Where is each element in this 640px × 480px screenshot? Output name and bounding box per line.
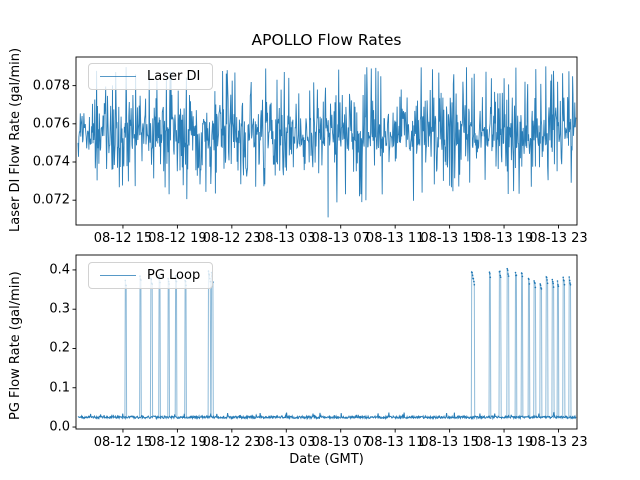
pg-loop-spike-dot bbox=[552, 286, 555, 288]
pg-loop-spike-dot bbox=[499, 274, 502, 277]
pg-loop-spike-dot bbox=[540, 288, 543, 290]
bottom-x-tick-label: 08-13 03 bbox=[257, 435, 316, 450]
pg-loop-spike-dot bbox=[521, 275, 524, 278]
pg-loop-spike-dot bbox=[562, 276, 564, 279]
top-x-tick-label: 08-13 03 bbox=[257, 231, 316, 246]
x-axis-label: Date (GMT) bbox=[289, 452, 364, 467]
top-y-axis-label: Laser DI Flow Rate (gal/min) bbox=[8, 47, 23, 233]
pg-loop-spike-dot bbox=[552, 280, 554, 283]
pg-loop-spike-dot bbox=[546, 282, 549, 285]
top-x-tick-label: 08-13 15 bbox=[420, 231, 479, 246]
pg-loop-spike-dot bbox=[521, 272, 523, 275]
pg-loop-spike-dot bbox=[472, 277, 475, 280]
bottom-x-tick-label: 08-13 15 bbox=[420, 435, 479, 450]
pg-loop-spike-dot bbox=[506, 267, 509, 270]
pg-loop-spike-dot bbox=[471, 274, 474, 277]
top-y-tick-label: 0.072 bbox=[32, 192, 70, 208]
pg-loop-spike-dot bbox=[545, 276, 548, 279]
top-x-tick-label: 08-13 07 bbox=[311, 231, 370, 246]
bottom-x-tick-label: 08-13 23 bbox=[529, 435, 588, 450]
top-x-tick-label: 08-12 15 bbox=[93, 231, 153, 246]
bottom-y-axis-label: PG Flow Rate (gal/min) bbox=[8, 271, 23, 421]
pg-loop-spike-dot bbox=[557, 285, 560, 288]
pg-loop-spike-dot bbox=[539, 284, 542, 287]
top-plot-frame bbox=[75, 56, 578, 226]
top-x-tick-label: 08-13 19 bbox=[474, 231, 534, 246]
pg-loop-spike-dot bbox=[489, 273, 491, 275]
pg-loop-spike-dot bbox=[568, 279, 571, 282]
laser-di-line bbox=[77, 66, 577, 218]
pg-loop-spike-dot bbox=[556, 280, 559, 282]
pg-loop-spike-dot bbox=[546, 279, 548, 281]
top-y-tick-label: 0.076 bbox=[32, 116, 70, 132]
pg-loop-spike-dot bbox=[507, 273, 509, 275]
bottom-plot-frame bbox=[75, 254, 578, 430]
pg-loop-spike-dot bbox=[551, 278, 554, 281]
legend-label-pg-loop: PG Loop bbox=[147, 268, 201, 283]
laser-di-series bbox=[77, 66, 577, 218]
pg-loop-series bbox=[77, 267, 577, 421]
pg-loop-spike-dot bbox=[473, 283, 476, 286]
pg-loop-spike-dot bbox=[506, 269, 509, 272]
pg-loop-spike-dot bbox=[514, 271, 517, 274]
top-x-tick-label: 08-12 19 bbox=[148, 231, 207, 246]
pg-loop-spike-dot bbox=[488, 271, 491, 274]
pg-loop-spike-dot bbox=[557, 284, 559, 286]
pg-loop-spike-dot bbox=[489, 276, 492, 279]
bottom-x-tick-label: 08-13 19 bbox=[474, 435, 534, 450]
bottom-y-tick-label: 0.1 bbox=[49, 380, 70, 396]
pg-loop-spike-dot bbox=[534, 282, 536, 285]
pg-loop-spike-dot bbox=[563, 279, 565, 282]
pg-loop-line bbox=[77, 268, 577, 421]
pg-loop-spike-dot bbox=[533, 280, 535, 282]
pg-loop-spike-dot bbox=[539, 283, 541, 285]
legend-line-sample-icon bbox=[100, 76, 136, 77]
legend-pg-loop: PG Loop bbox=[88, 262, 214, 289]
bottom-y-tick-label: 0.2 bbox=[49, 340, 70, 356]
top-x-tick-label: 08-13 23 bbox=[529, 231, 588, 246]
pg-loop-spike-dot bbox=[569, 282, 571, 284]
bottom-x-tick-label: 08-13 11 bbox=[365, 435, 425, 450]
legend-label-laser-di: Laser DI bbox=[147, 69, 201, 84]
pg-loop-spike-dot bbox=[473, 280, 475, 283]
bottom-x-tick-label: 08-12 23 bbox=[202, 435, 262, 450]
pg-loop-spike-dot bbox=[534, 286, 537, 289]
pg-loop-spike-dot bbox=[552, 282, 554, 285]
pg-loop-spike-dot bbox=[569, 284, 572, 286]
pg-loop-spike-dot bbox=[563, 283, 566, 286]
legend-line-sample-icon bbox=[100, 275, 136, 276]
pg-loop-spike-dot bbox=[499, 270, 501, 273]
pg-loop-spike-dot bbox=[499, 276, 502, 279]
top-y-tick-label: 0.078 bbox=[32, 78, 70, 94]
top-x-tick-label: 08-13 11 bbox=[365, 231, 425, 246]
pg-loop-spike-dot bbox=[515, 274, 518, 277]
bottom-x-tick-label: 08-12 15 bbox=[93, 435, 153, 450]
pg-loop-spike-dot bbox=[507, 275, 510, 277]
legend-laser-di: Laser DI bbox=[88, 63, 214, 90]
pg-loop-spike-dot bbox=[528, 283, 531, 285]
bottom-x-tick-label: 08-13 07 bbox=[311, 435, 370, 450]
pg-loop-spike-dot bbox=[471, 271, 473, 274]
bottom-y-tick-label: 0.4 bbox=[49, 262, 70, 278]
bottom-y-tick-label: 0.0 bbox=[49, 419, 70, 435]
top-x-tick-label: 08-12 23 bbox=[202, 231, 262, 246]
top-y-tick-label: 0.074 bbox=[32, 154, 70, 170]
bottom-x-tick-label: 08-12 19 bbox=[148, 435, 207, 450]
pg-loop-spike-dot bbox=[568, 276, 570, 278]
bottom-y-tick-label: 0.3 bbox=[49, 301, 70, 317]
pg-loop-spike-dot bbox=[528, 278, 530, 281]
chart-title: APOLLO Flow Rates bbox=[251, 31, 402, 49]
